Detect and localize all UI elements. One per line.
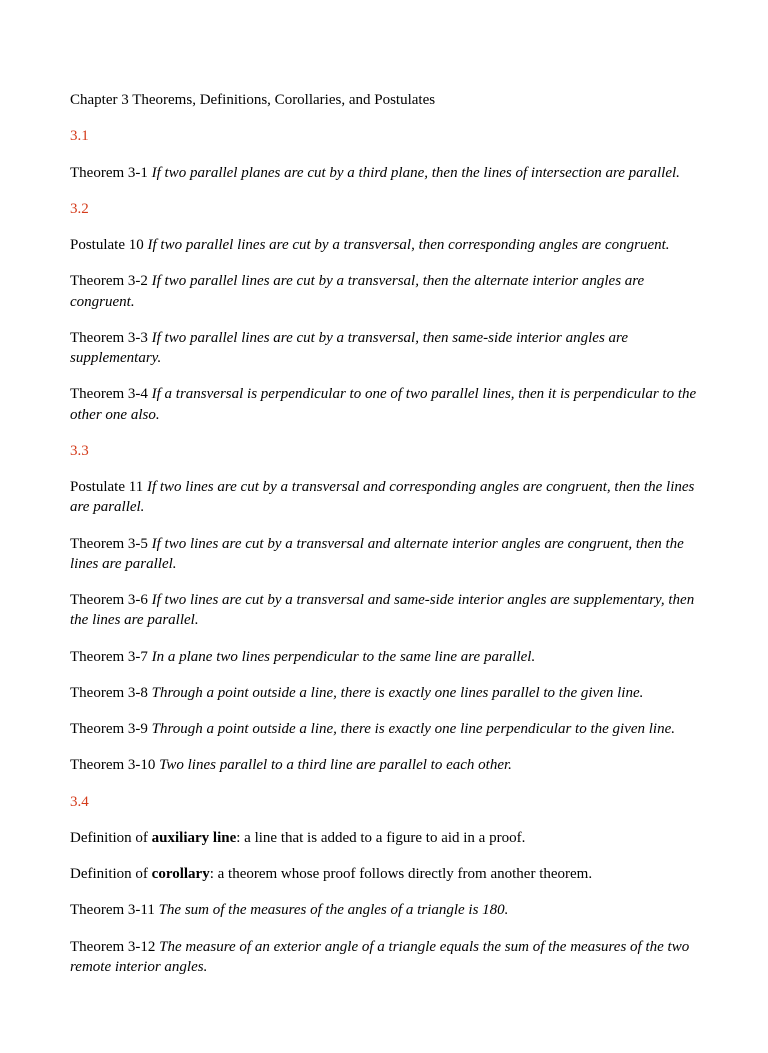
theorem-label: Theorem 3-11: [70, 902, 159, 918]
theorem-3-1: Theorem 3-1 If two parallel planes are c…: [70, 163, 698, 183]
theorem-3-3: Theorem 3-3 If two parallel lines are cu…: [70, 328, 698, 369]
theorem-3-9: Theorem 3-9 Through a point outside a li…: [70, 719, 698, 739]
theorem-label: Theorem 3-3: [70, 330, 152, 346]
theorem-label: Theorem 3-12: [70, 939, 159, 955]
postulate-label: Postulate 11: [70, 479, 147, 495]
theorem-3-5: Theorem 3-5 If two lines are cut by a tr…: [70, 534, 698, 575]
theorem-label: Theorem 3-6: [70, 592, 152, 608]
section-3-4: 3.4: [70, 792, 698, 812]
theorem-statement: Through a point outside a line, there is…: [152, 685, 644, 701]
theorem-3-11: Theorem 3-11 The sum of the measures of …: [70, 900, 698, 920]
theorem-3-8: Theorem 3-8 Through a point outside a li…: [70, 683, 698, 703]
theorem-label: Theorem 3-1: [70, 165, 152, 181]
theorem-label: Theorem 3-9: [70, 721, 152, 737]
theorem-statement: If a transversal is perpendicular to one…: [70, 386, 696, 422]
definition-prefix: Definition of: [70, 866, 152, 882]
theorem-label: Theorem 3-7: [70, 649, 152, 665]
theorem-statement: If two parallel lines are cut by a trans…: [70, 330, 628, 366]
definition-body: : a line that is added to a figure to ai…: [236, 830, 525, 846]
definition-term: auxiliary line: [152, 830, 237, 846]
definition-term: corollary: [152, 866, 210, 882]
theorem-3-7: Theorem 3-7 In a plane two lines perpend…: [70, 647, 698, 667]
section-3-2: 3.2: [70, 199, 698, 219]
theorem-statement: If two parallel lines are cut by a trans…: [70, 273, 644, 309]
theorem-statement: Two lines parallel to a third line are p…: [159, 757, 512, 773]
theorem-label: Theorem 3-4: [70, 386, 152, 402]
theorem-label: Theorem 3-2: [70, 273, 152, 289]
theorem-statement: Through a point outside a line, there is…: [152, 721, 675, 737]
postulate-11: Postulate 11 If two lines are cut by a t…: [70, 477, 698, 518]
theorem-statement: If two parallel planes are cut by a thir…: [152, 165, 680, 181]
definition-body: : a theorem whose proof follows directly…: [210, 866, 592, 882]
definition-corollary: Definition of corollary: a theorem whose…: [70, 864, 698, 884]
postulate-label: Postulate 10: [70, 237, 148, 253]
theorem-3-6: Theorem 3-6 If two lines are cut by a tr…: [70, 590, 698, 631]
theorem-statement: In a plane two lines perpendicular to th…: [152, 649, 536, 665]
theorem-3-10: Theorem 3-10 Two lines parallel to a thi…: [70, 755, 698, 775]
theorem-3-12: Theorem 3-12 The measure of an exterior …: [70, 937, 698, 978]
theorem-label: Theorem 3-8: [70, 685, 152, 701]
definition-prefix: Definition of: [70, 830, 152, 846]
postulate-10: Postulate 10 If two parallel lines are c…: [70, 235, 698, 255]
chapter-title: Chapter 3 Theorems, Definitions, Corolla…: [70, 90, 698, 110]
theorem-statement: The sum of the measures of the angles of…: [159, 902, 509, 918]
postulate-statement: If two lines are cut by a transversal an…: [70, 479, 694, 515]
document-page: Chapter 3 Theorems, Definitions, Corolla…: [0, 0, 768, 1053]
theorem-statement: The measure of an exterior angle of a tr…: [70, 939, 689, 975]
section-3-1: 3.1: [70, 126, 698, 146]
theorem-statement: If two lines are cut by a transversal an…: [70, 592, 694, 628]
postulate-statement: If two parallel lines are cut by a trans…: [148, 237, 670, 253]
theorem-3-4: Theorem 3-4 If a transversal is perpendi…: [70, 384, 698, 425]
theorem-statement: If two lines are cut by a transversal an…: [70, 536, 684, 572]
definition-auxiliary-line: Definition of auxiliary line: a line tha…: [70, 828, 698, 848]
theorem-3-2: Theorem 3-2 If two parallel lines are cu…: [70, 271, 698, 312]
section-3-3: 3.3: [70, 441, 698, 461]
theorem-label: Theorem 3-5: [70, 536, 152, 552]
theorem-label: Theorem 3-10: [70, 757, 159, 773]
